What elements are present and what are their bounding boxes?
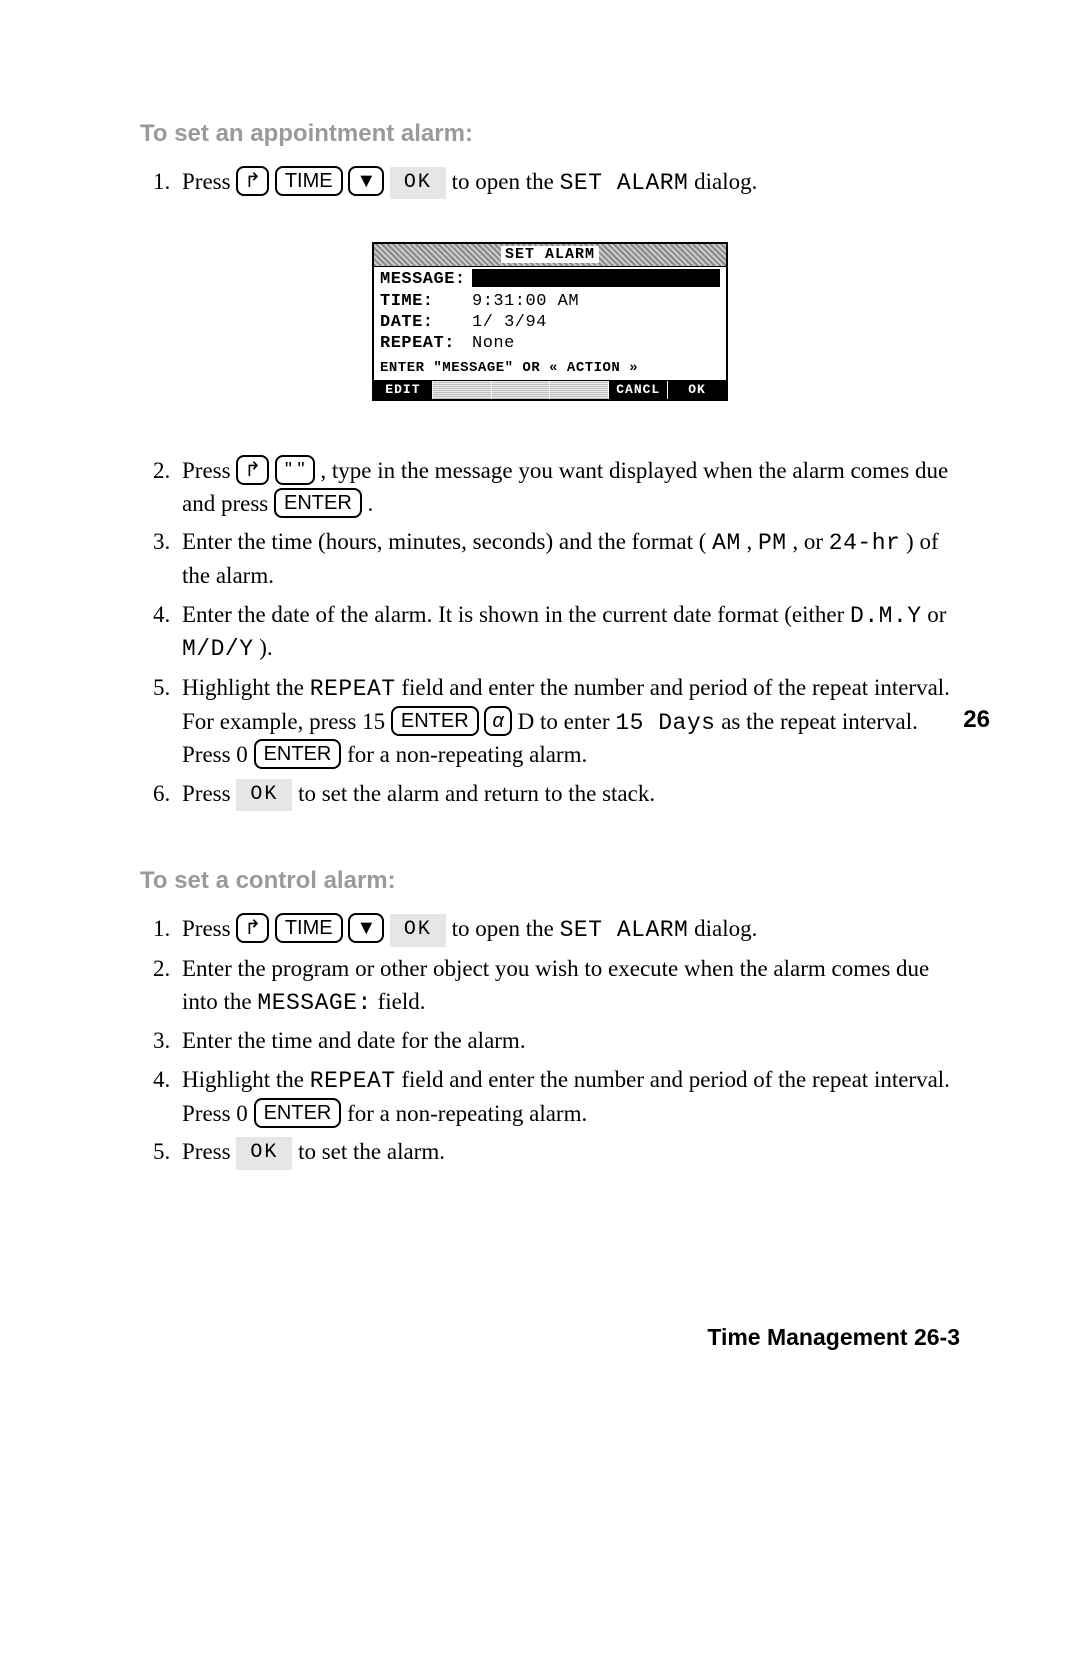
- section-heading-appointment: To set an appointment alarm:: [140, 120, 960, 148]
- message-label: MESSAGE:: [380, 269, 472, 290]
- text: to open the: [452, 916, 560, 941]
- text: or: [927, 602, 946, 627]
- text: Enter the time (hours, minutes, seconds)…: [182, 529, 706, 554]
- text: Highlight the: [182, 1067, 310, 1092]
- side-chapter-number: 26: [963, 706, 990, 734]
- lcd-text: M/D/Y: [182, 636, 254, 662]
- text: Press: [182, 169, 236, 194]
- text: field.: [378, 989, 426, 1014]
- down-key: ▼: [348, 913, 384, 943]
- lcd-text: MESSAGE:: [257, 990, 371, 1016]
- text: dialog.: [694, 169, 757, 194]
- down-key: ▼: [348, 166, 384, 196]
- c-step-5: Press OK to set the alarm.: [176, 1136, 960, 1169]
- appointment-steps: Press ↱ TIME ▼ OK to open the SET ALARM …: [140, 166, 960, 200]
- c-step-2: Enter the program or other object you wi…: [176, 953, 960, 1019]
- dialog-figure: SET ALARM MESSAGE: TIME: 9:31:00 AM DATE…: [140, 242, 960, 402]
- c-step-3: Enter the time and date for the alarm.: [176, 1025, 960, 1058]
- message-value-highlight: [472, 269, 720, 287]
- repeat-value: None: [472, 333, 720, 354]
- text: dialog.: [694, 916, 757, 941]
- ok-softkey: OK: [236, 779, 292, 811]
- message-row: MESSAGE:: [380, 269, 720, 290]
- step-4: Enter the date of the alarm. It is shown…: [176, 599, 960, 666]
- repeat-row: REPEAT: None: [380, 333, 720, 354]
- quote-key: " ": [275, 455, 315, 485]
- shift-key: ↱: [236, 166, 269, 196]
- text: Press: [182, 781, 236, 806]
- text: .: [368, 491, 374, 516]
- shift-key: ↱: [236, 913, 269, 943]
- alpha-key: α: [484, 706, 511, 736]
- dialog-title: SET ALARM: [501, 246, 599, 263]
- date-row: DATE: 1/ 3/94: [380, 312, 720, 333]
- text: Enter the time and date for the alarm.: [182, 1028, 526, 1053]
- lcd-text: 24-hr: [829, 530, 901, 556]
- time-row: TIME: 9:31:00 AM: [380, 291, 720, 312]
- repeat-label: REPEAT:: [380, 333, 472, 354]
- text: to set the alarm and return to the stack…: [298, 781, 655, 806]
- time-value: 9:31:00 AM: [472, 291, 720, 312]
- dialog-softkey-row: EDIT CANCL OK: [374, 380, 726, 399]
- lcd-text: PM: [758, 530, 787, 556]
- softkey-blank: [433, 381, 492, 399]
- text: ).: [259, 635, 272, 660]
- text: for a non-repeating alarm.: [347, 1101, 587, 1126]
- time-label: TIME:: [380, 291, 472, 312]
- text: D to enter: [518, 709, 616, 734]
- step-5: Highlight the REPEAT field and enter the…: [176, 672, 960, 772]
- step-2: Press ↱ " " , type in the message you wa…: [176, 455, 960, 520]
- c-step-1: Press ↱ TIME ▼ OK to open the SET ALARM …: [176, 913, 960, 947]
- lcd-text: REPEAT: [310, 1068, 396, 1094]
- text: Press: [182, 1139, 236, 1164]
- text: Press: [182, 458, 236, 483]
- time-key: TIME: [275, 166, 343, 196]
- text: Highlight the: [182, 675, 310, 700]
- softkey-edit: EDIT: [374, 381, 433, 399]
- dialog-prompt: ENTER "MESSAGE" OR « ACTION »: [374, 358, 726, 380]
- dialog-title-bar: SET ALARM: [374, 244, 726, 268]
- dialog-body: MESSAGE: TIME: 9:31:00 AM DATE: 1/ 3/94 …: [374, 267, 726, 358]
- enter-key: ENTER: [254, 739, 342, 769]
- lcd-text: AM: [712, 530, 741, 556]
- text: Enter the date of the alarm. It is shown…: [182, 602, 850, 627]
- softkey-cancl: CANCL: [609, 381, 668, 399]
- ok-softkey: OK: [390, 167, 446, 199]
- text: ,: [747, 529, 759, 554]
- softkey-ok: OK: [668, 381, 726, 399]
- ok-softkey: OK: [236, 1137, 292, 1169]
- lcd-text: SET ALARM: [560, 170, 689, 196]
- c-step-4: Highlight the REPEAT field and enter the…: [176, 1064, 960, 1130]
- page-footer: Time Management 26-3: [707, 1324, 960, 1351]
- ok-softkey: OK: [390, 914, 446, 946]
- appointment-steps-cont: Press ↱ " " , type in the message you wa…: [140, 455, 960, 811]
- text: to set the alarm.: [298, 1139, 445, 1164]
- text: Press: [182, 916, 236, 941]
- lcd-text: REPEAT: [310, 676, 396, 702]
- enter-key: ENTER: [391, 706, 479, 736]
- softkey-blank: [550, 381, 609, 399]
- step-1: Press ↱ TIME ▼ OK to open the SET ALARM …: [176, 166, 960, 200]
- section-heading-control: To set a control alarm:: [140, 867, 960, 895]
- text: , or: [792, 529, 828, 554]
- step-6: Press OK to set the alarm and return to …: [176, 778, 960, 811]
- time-key: TIME: [275, 913, 343, 943]
- shift-key: ↱: [236, 455, 269, 485]
- date-label: DATE:: [380, 312, 472, 333]
- manual-page: To set an appointment alarm: Press ↱ TIM…: [0, 0, 1080, 1656]
- text: to open the: [452, 169, 560, 194]
- lcd-text: D.M.Y: [850, 603, 922, 629]
- lcd-text: SET ALARM: [560, 917, 689, 943]
- softkey-blank: [492, 381, 551, 399]
- date-value: 1/ 3/94: [472, 312, 720, 333]
- control-steps: Press ↱ TIME ▼ OK to open the SET ALARM …: [140, 913, 960, 1169]
- lcd-text: 15 Days: [615, 710, 715, 736]
- enter-key: ENTER: [274, 488, 362, 518]
- set-alarm-dialog: SET ALARM MESSAGE: TIME: 9:31:00 AM DATE…: [372, 242, 728, 402]
- step-3: Enter the time (hours, minutes, seconds)…: [176, 526, 960, 592]
- enter-key: ENTER: [254, 1098, 342, 1128]
- text: for a non-repeating alarm.: [347, 742, 587, 767]
